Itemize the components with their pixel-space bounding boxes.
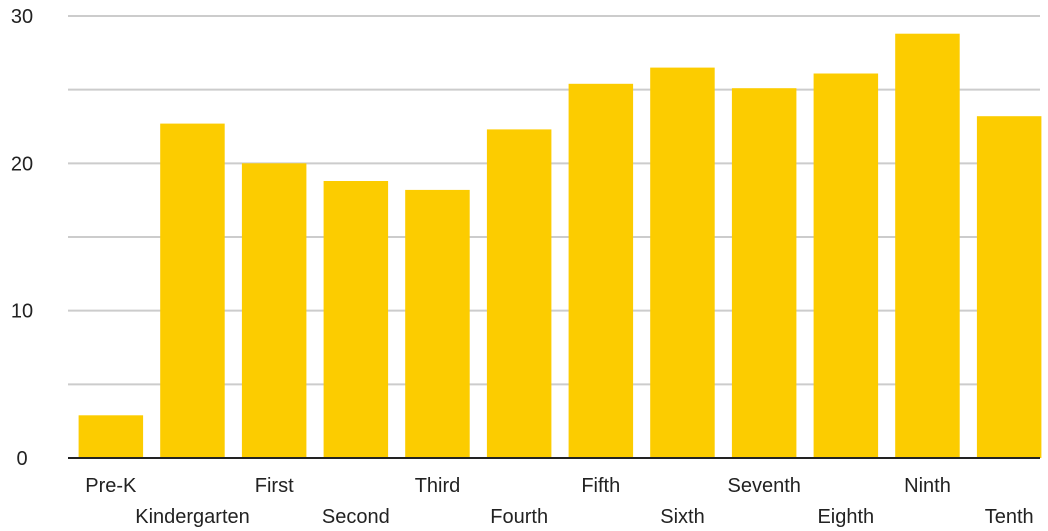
bar-sixth: [650, 67, 715, 458]
y-tick-label: 10: [11, 301, 33, 323]
bars: [78, 33, 1042, 459]
x-tick-label: Third: [415, 475, 461, 497]
x-tick-label: Seventh: [728, 475, 801, 497]
x-tick-label: Pre-K: [85, 475, 137, 497]
x-tick-label: Kindergarten: [135, 506, 250, 528]
x-tick-label: Sixth: [660, 506, 704, 528]
y-tick-label: 30: [11, 6, 33, 28]
bar-eighth: [813, 73, 879, 458]
bar-tenth: [976, 116, 1042, 458]
x-tick-label: Fifth: [581, 475, 620, 497]
bar-ninth: [895, 33, 960, 458]
y-tick-label: 0: [16, 448, 27, 470]
bar-second: [323, 181, 389, 458]
x-tick-label: Tenth: [985, 506, 1034, 528]
bar-fifth: [568, 83, 634, 459]
bar-third: [405, 189, 470, 458]
bar-seventh: [731, 88, 797, 458]
bar-first: [241, 163, 307, 459]
bar-fourth: [486, 129, 552, 458]
x-tick-label: Eighth: [817, 506, 874, 528]
x-tick-label: First: [255, 475, 294, 497]
y-axis-ticks: 0 10 20 30: [11, 6, 33, 470]
x-tick-label: Ninth: [904, 475, 951, 497]
x-tick-label: Second: [322, 506, 390, 528]
x-tick-label: Fourth: [490, 506, 548, 528]
y-tick-label: 20: [11, 153, 33, 175]
bar-pre-k: [78, 415, 144, 458]
bar-kindergarten: [160, 123, 225, 458]
